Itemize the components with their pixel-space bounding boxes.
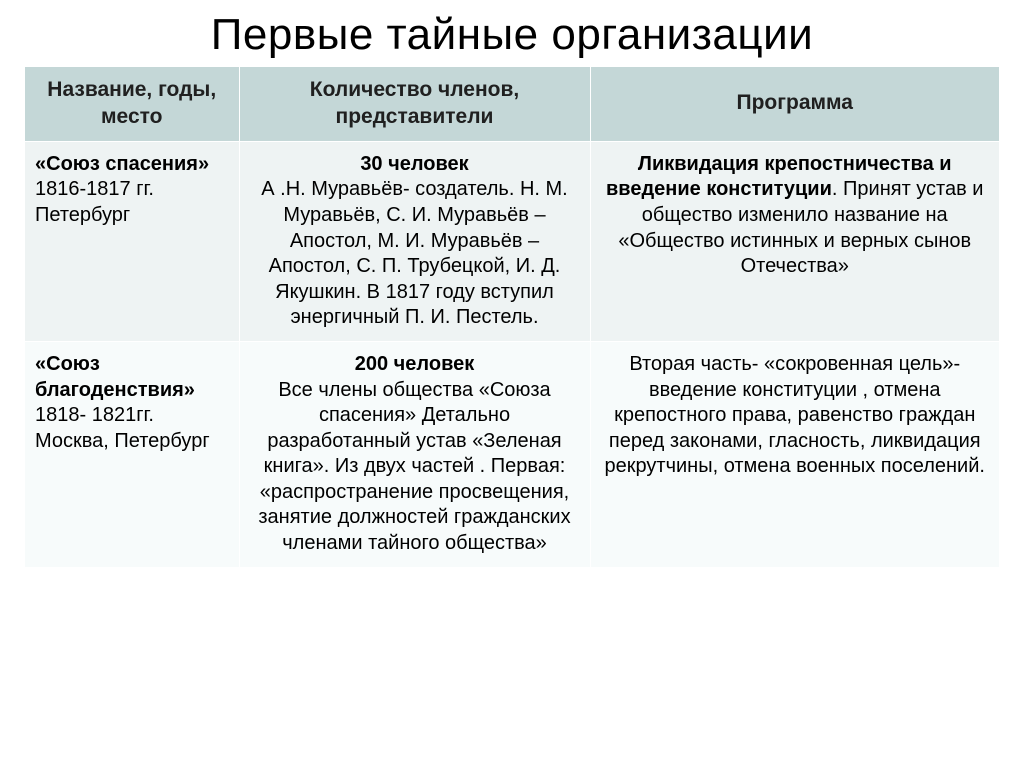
cell-program: Вторая часть- «сокровенная цель»-введени… <box>590 341 1000 567</box>
slide-title: Первые тайные организации <box>24 10 1000 60</box>
cell-program: Ликвидация крепостничества и введение ко… <box>590 141 1000 341</box>
table-row: «Союз благоденствия» 1818- 1821гг. Москв… <box>25 341 1000 567</box>
members-rest: А .Н. Муравьёв- создатель. Н. М. Муравьё… <box>261 178 568 328</box>
table-row: «Союз спасения» 1816-1817 гг. Петербург … <box>25 141 1000 341</box>
members-bold: 200 человек <box>355 353 474 375</box>
header-members: Количество членов, представители <box>239 67 590 142</box>
members-bold: 30 человек <box>360 153 468 175</box>
org-name-rest: 1818- 1821гг. Москва, Петербург <box>35 404 210 452</box>
cell-members: 30 человек А .Н. Муравьёв- создатель. Н.… <box>239 141 590 341</box>
cell-members: 200 человек Все члены общества «Союза сп… <box>239 341 590 567</box>
organizations-table: Название, годы, место Количество членов,… <box>24 66 1000 568</box>
org-name-rest: 1816-1817 гг. Петербург <box>35 178 154 226</box>
cell-name: «Союз благоденствия» 1818- 1821гг. Москв… <box>25 341 240 567</box>
cell-name: «Союз спасения» 1816-1817 гг. Петербург <box>25 141 240 341</box>
table-header-row: Название, годы, место Количество членов,… <box>25 67 1000 142</box>
header-program: Программа <box>590 67 1000 142</box>
org-name-bold: «Союз спасения» <box>35 153 209 175</box>
org-name-bold: «Союз благоденствия» <box>35 353 195 401</box>
slide: Первые тайные организации Название, годы… <box>0 0 1024 767</box>
header-name: Название, годы, место <box>25 67 240 142</box>
program-rest: Вторая часть- «сокровенная цель»-введени… <box>605 353 985 477</box>
members-rest: Все члены общества «Союза спасения» Дета… <box>258 379 570 555</box>
